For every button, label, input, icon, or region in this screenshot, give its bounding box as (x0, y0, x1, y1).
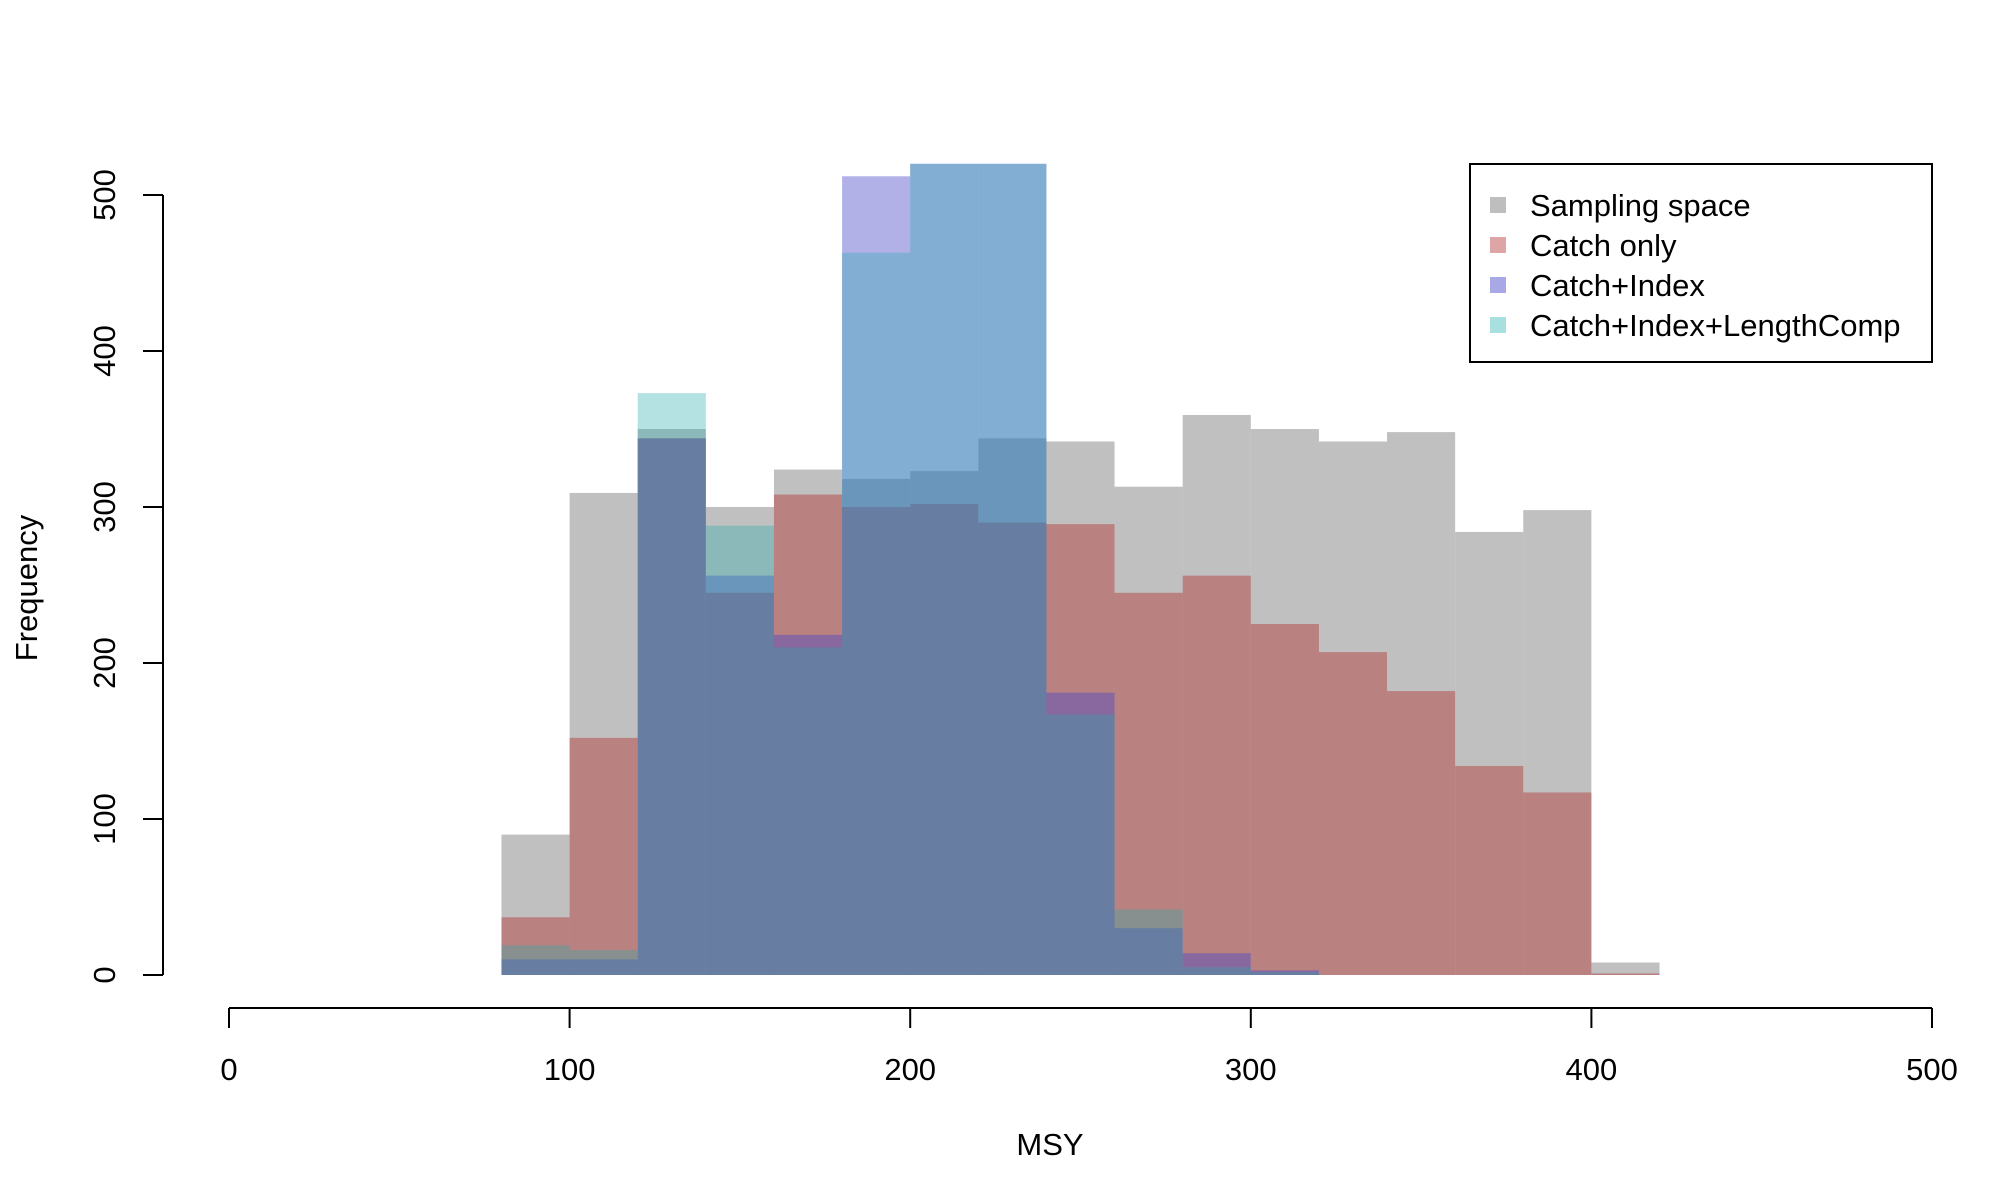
x-tick-label: 400 (1566, 1052, 1618, 1087)
histogram-bar (978, 163, 1047, 976)
legend-label: Catch+Index (1530, 268, 1705, 303)
histogram-bar (1318, 652, 1388, 975)
histogram-bar (978, 438, 1047, 975)
histogram-bar (1455, 765, 1524, 975)
legend-swatch (1490, 277, 1506, 293)
histogram-bar (1591, 962, 1660, 975)
legend-label: Sampling space (1530, 188, 1751, 223)
legend-swatch (1490, 197, 1506, 213)
histogram-bar (569, 492, 638, 975)
histogram-bars (501, 163, 1660, 976)
legend-swatch (1490, 317, 1506, 333)
histogram-bar (773, 494, 843, 975)
histogram-bar (637, 438, 706, 975)
legend-label: Catch only (1530, 228, 1677, 263)
legend-box (1469, 163, 1933, 363)
series-catch-only (501, 438, 1660, 975)
histogram-bar (1182, 414, 1251, 976)
histogram-bar (637, 393, 706, 975)
legend: Sampling space Catch only Catch+Index Catch… (1469, 163, 1933, 363)
histogram-bar (705, 592, 774, 975)
histogram-bar (1387, 691, 1456, 975)
x-tick-label: 200 (884, 1052, 936, 1087)
legend-label: Catch+Index+LengthComp (1530, 308, 1901, 343)
histogram-bar (1114, 486, 1183, 975)
x-tick-label: 100 (544, 1052, 596, 1087)
histogram-bar (1046, 692, 1115, 975)
histogram-bar (1182, 575, 1251, 975)
histogram-bar (501, 917, 570, 975)
histogram-bar (1250, 429, 1319, 975)
histogram-bar (1114, 592, 1183, 975)
histogram-bar (637, 429, 706, 975)
histogram-bar (1114, 909, 1183, 975)
histogram-bar (1182, 953, 1251, 975)
y-axis: 0 100 200 300 400 500 (87, 169, 164, 984)
y-tick-label: 0 (87, 966, 122, 983)
histogram-bar (501, 834, 570, 975)
x-axis-title: MSY (1016, 1127, 1083, 1162)
histogram-bar (910, 503, 979, 975)
histogram-bar (501, 959, 570, 975)
y-tick-label: 500 (87, 169, 122, 221)
histogram-bar (842, 478, 911, 975)
histogram-bar (569, 737, 638, 975)
histogram-bar (842, 176, 911, 975)
histogram-bar (773, 634, 843, 975)
y-tick-label: 400 (87, 325, 122, 377)
histogram-bar (1455, 531, 1524, 975)
y-tick-label: 100 (87, 793, 122, 845)
histogram-bar (1046, 714, 1115, 975)
histogram-bar (842, 252, 911, 976)
histogram-bar (978, 522, 1047, 975)
histogram-bar (910, 163, 979, 976)
histogram-bar (910, 471, 979, 975)
histogram-bar (1114, 928, 1183, 975)
legend-swatch (1490, 237, 1506, 253)
x-tick-label: 300 (1225, 1052, 1277, 1087)
histogram-bar (569, 959, 638, 975)
histogram-bar (501, 945, 570, 975)
histogram-bar (1046, 441, 1115, 976)
histogram-bar (705, 525, 774, 975)
histogram-bar (842, 507, 911, 975)
histogram-bar (1523, 510, 1592, 975)
histogram-bar (1046, 524, 1115, 975)
series-catch-index-lengthcomp (501, 163, 1319, 976)
histogram-bar (569, 950, 638, 975)
series-catch-index (501, 163, 1319, 976)
histogram-bar (1182, 967, 1251, 975)
histogram-bar (1591, 973, 1660, 975)
x-axis: 0 100 200 300 400 500 (220, 1007, 1958, 1087)
histogram-bar (1387, 432, 1456, 975)
histogram-bar (978, 163, 1047, 976)
y-axis-title: Frequency (9, 514, 44, 661)
histogram-bar (1250, 971, 1319, 975)
histogram-bar (705, 507, 774, 975)
histogram-bar (1250, 970, 1319, 975)
histogram-bar (1250, 624, 1319, 975)
y-tick-label: 200 (87, 637, 122, 689)
y-tick-label: 300 (87, 481, 122, 533)
histogram-bar (705, 575, 774, 975)
x-tick-label: 500 (1906, 1052, 1958, 1087)
histogram-bar (773, 647, 843, 975)
histogram-bar (910, 163, 979, 976)
histogram-bar (637, 438, 706, 975)
histogram-bar (773, 469, 843, 975)
histogram-bar (1523, 792, 1592, 975)
series-sampling-space (501, 414, 1660, 976)
histogram-bar (1318, 441, 1388, 976)
x-tick-label: 0 (220, 1052, 237, 1087)
